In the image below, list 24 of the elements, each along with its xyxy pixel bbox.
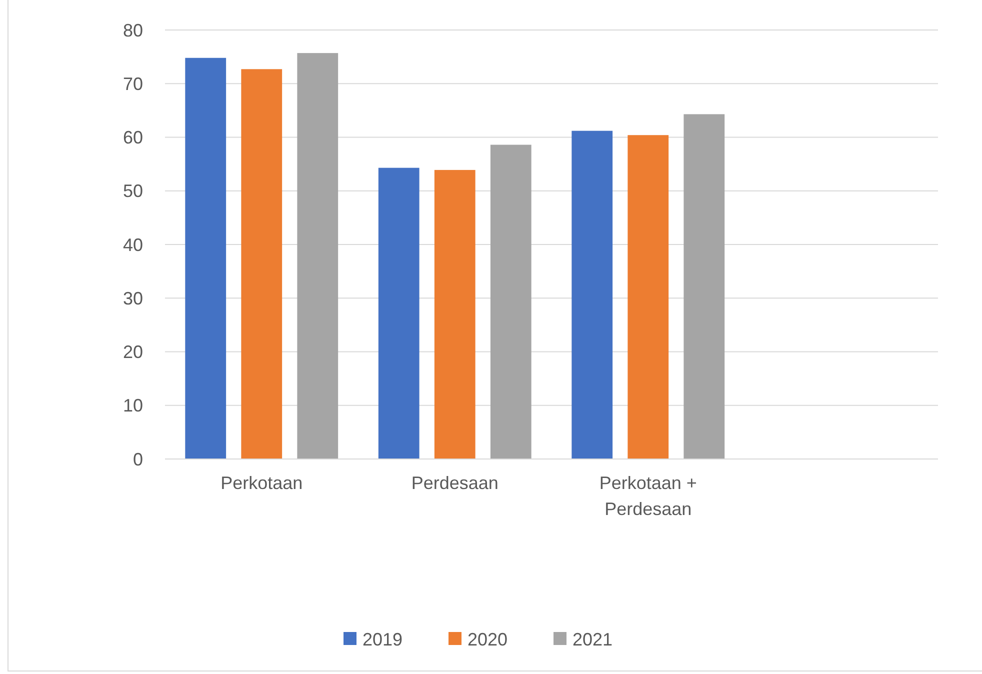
bar — [684, 114, 725, 459]
bar — [628, 135, 669, 459]
y-tick-label: 60 — [122, 128, 143, 148]
y-tick-label: 80 — [122, 20, 143, 40]
bar — [434, 170, 476, 459]
y-tick-label: 40 — [122, 234, 143, 255]
x-tick-label: Perkotaan — [220, 473, 303, 493]
y-tick-label: 50 — [122, 181, 143, 202]
legend-label: 2020 — [468, 629, 508, 650]
y-tick-label: 70 — [122, 74, 143, 94]
y-tick-label: 0 — [132, 449, 143, 470]
bar — [297, 53, 338, 459]
y-tick-label: 20 — [122, 342, 143, 362]
y-tick-label: 30 — [122, 288, 143, 308]
bar — [490, 144, 532, 459]
bar — [378, 168, 420, 459]
legend-label: 2019 — [362, 629, 403, 650]
bar — [241, 69, 282, 459]
bar — [185, 58, 226, 459]
legend-label: 2021 — [572, 629, 613, 650]
x-tick-label: Perdesaan — [411, 473, 498, 493]
bar — [572, 130, 613, 459]
x-tick-label: Perkotaan + Perdesaan — [599, 473, 697, 519]
y-tick-label: 10 — [122, 396, 143, 416]
